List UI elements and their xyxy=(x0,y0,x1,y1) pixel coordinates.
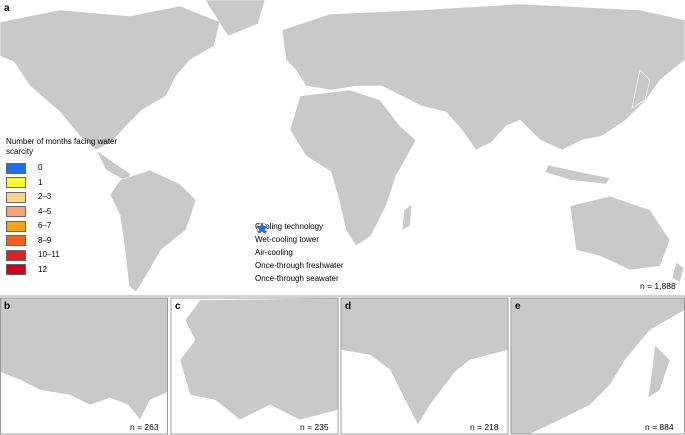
legend-swatch xyxy=(6,249,26,261)
europe-zoom xyxy=(179,297,339,421)
panel-b xyxy=(0,297,169,435)
n-label: n = 218 xyxy=(470,422,499,432)
legend-label: Once-through seawater xyxy=(255,274,339,283)
north-america xyxy=(0,5,221,151)
legend-item: 12 xyxy=(6,263,126,278)
eurasia xyxy=(281,3,685,151)
panel-letter: a xyxy=(4,3,10,14)
japan xyxy=(631,69,651,109)
scarcity-legend: Number of months facing water scarcity 0… xyxy=(6,137,126,277)
panel-frame xyxy=(0,297,168,435)
legend-item: Air-cooling xyxy=(255,223,344,259)
n-label: n = 884 xyxy=(645,422,674,432)
madagascar xyxy=(401,203,413,231)
panel-c xyxy=(170,297,339,435)
seawater xyxy=(255,222,269,234)
panel-letter: c xyxy=(175,301,181,312)
legend-item: 0 xyxy=(6,161,126,176)
legend-item: Wet-cooling tower xyxy=(255,222,344,246)
new-zealand xyxy=(671,261,685,283)
legend-item: 1 xyxy=(6,176,126,191)
legend-label: 6–7 xyxy=(38,221,52,231)
legend-item: 4–5 xyxy=(6,205,126,220)
indonesia xyxy=(544,164,611,185)
legend-item: 6–7 xyxy=(6,219,126,234)
n-label: n = 1,888 xyxy=(640,281,676,291)
legend-item: Once-through freshwater xyxy=(255,222,344,272)
cooling-legend: Cooling technology Wet-cooling tower Air-… xyxy=(255,222,344,285)
legend-swatch xyxy=(6,206,26,218)
legend-title: Cooling technology xyxy=(255,222,324,231)
india-zoom xyxy=(340,297,509,426)
n-label: n = 235 xyxy=(300,422,329,432)
south-america xyxy=(109,169,197,293)
legend-label: Wet-cooling tower xyxy=(255,235,319,244)
legend-label: 4–5 xyxy=(38,206,52,216)
panel-frame xyxy=(170,297,339,435)
usa-zoom xyxy=(0,297,169,421)
legend-label: 8–9 xyxy=(38,235,52,245)
legend-swatch xyxy=(6,264,26,276)
panel-d xyxy=(340,297,509,435)
legend-label: 10–11 xyxy=(38,250,60,260)
legend-label: Air-cooling xyxy=(255,248,293,257)
legend-label: 0 xyxy=(38,163,43,173)
africa xyxy=(289,89,417,247)
legend-label: 12 xyxy=(38,264,47,274)
legend-label: 2–3 xyxy=(38,192,52,202)
legend-swatch xyxy=(6,235,26,247)
legend-swatch xyxy=(6,220,26,232)
panel-letter: e xyxy=(515,301,521,312)
panel-e xyxy=(510,297,685,435)
legend-label: Once-through freshwater xyxy=(255,261,344,270)
legend-swatch xyxy=(6,177,26,189)
legend-item: 2–3 xyxy=(6,190,126,205)
legend-item: 8–9 xyxy=(6,234,126,249)
japan-zoom xyxy=(647,344,671,399)
panel-a xyxy=(0,0,685,293)
legend-label: 1 xyxy=(38,177,43,187)
panel-frame xyxy=(340,297,509,435)
legend-swatch xyxy=(6,191,26,203)
legend-item: 10–11 xyxy=(6,248,126,263)
n-label: n = 263 xyxy=(130,422,159,432)
australia xyxy=(569,195,671,271)
legend-swatch xyxy=(6,162,26,174)
legend-title: Number of months facing water scarcity xyxy=(6,137,118,156)
legend-item: Once-through seawater xyxy=(255,222,344,285)
greenland xyxy=(204,0,266,37)
panel-letter: d xyxy=(345,301,351,312)
legend-icon xyxy=(255,222,269,234)
panel-letter: b xyxy=(4,301,10,312)
